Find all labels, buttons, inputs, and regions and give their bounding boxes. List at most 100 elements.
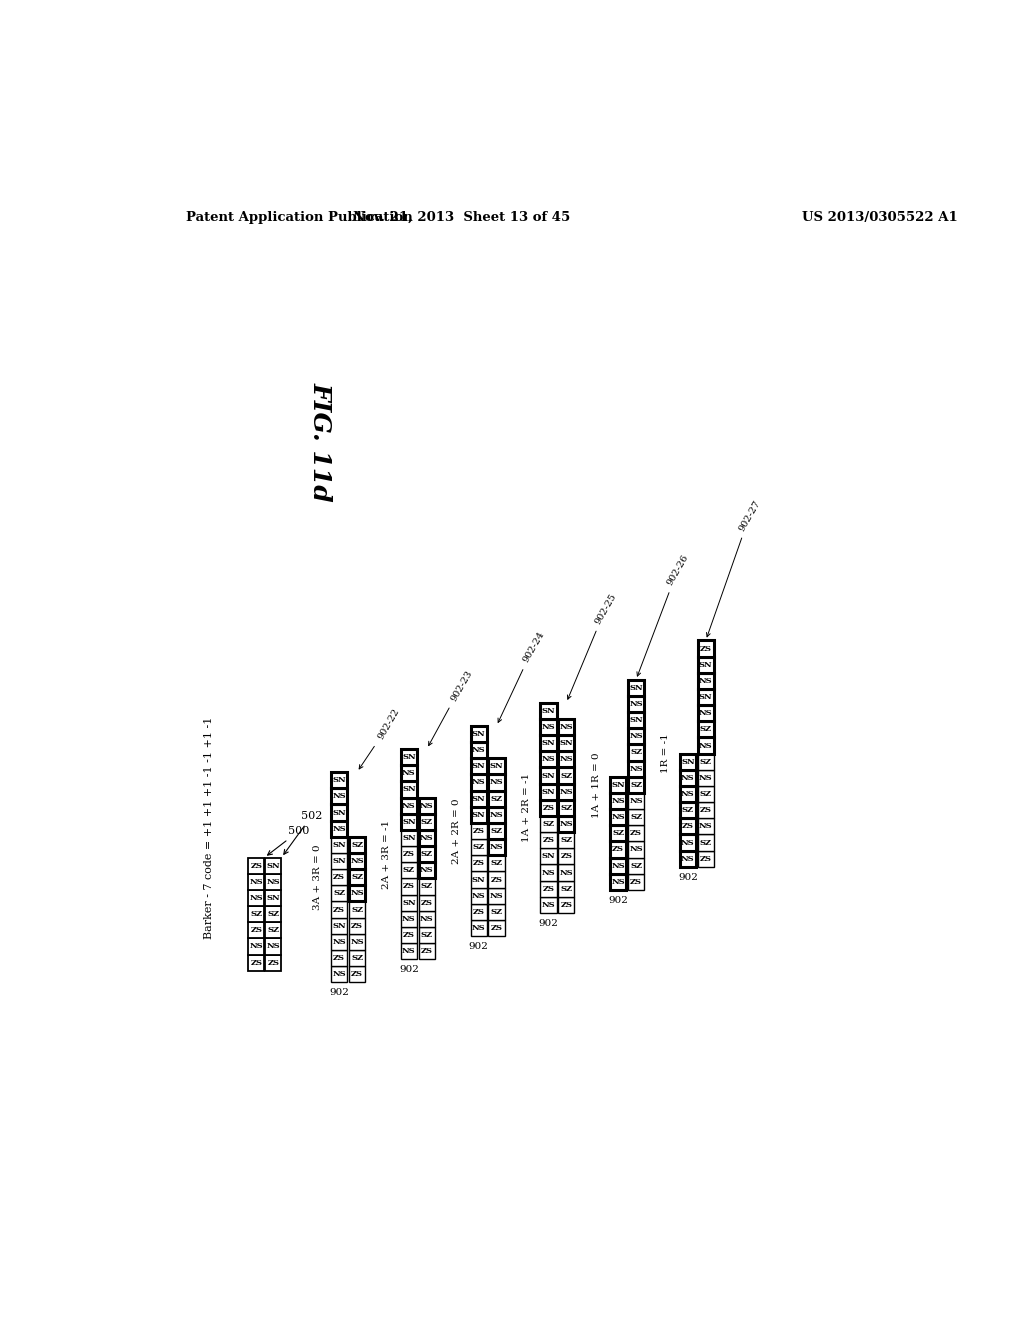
Bar [419,927,435,942]
Bar [541,849,557,865]
Text: FIG. 11d: FIG. 11d [308,381,332,502]
Bar [488,920,505,936]
Bar [558,896,574,913]
Bar [488,807,505,822]
Bar [331,869,347,886]
Text: SZ: SZ [267,911,280,919]
Bar [541,751,557,767]
Text: NS: NS [611,813,625,821]
Text: 2A + 2R = 0: 2A + 2R = 0 [453,799,461,863]
Bar [697,803,714,818]
Text: SN: SN [472,795,485,803]
Bar [488,904,505,920]
Bar [331,837,347,853]
Text: NS: NS [333,825,346,833]
Text: NS: NS [333,792,346,800]
Text: NS: NS [402,801,416,809]
Text: SN: SN [489,763,504,771]
Text: SZ: SZ [560,804,572,812]
Bar [265,890,282,906]
Bar [419,942,435,960]
Text: 902: 902 [608,896,628,906]
Text: NS: NS [629,846,643,854]
Text: 500: 500 [267,826,309,855]
Text: ZS: ZS [612,846,625,854]
Bar [349,869,366,886]
Bar [248,954,264,970]
Bar [680,818,696,834]
Bar [248,858,264,874]
Bar [628,776,644,793]
Bar [488,871,505,887]
Text: ZS: ZS [333,874,345,882]
Bar [558,800,574,816]
Text: NS: NS [402,948,416,956]
Text: NS: NS [699,742,713,750]
Text: 902-25: 902-25 [567,591,617,700]
Text: NS: NS [420,834,433,842]
Text: 902-26: 902-26 [637,553,690,676]
Bar [471,840,486,855]
Bar [558,751,574,767]
Text: NS: NS [681,791,694,799]
Text: NS: NS [559,723,573,731]
Bar [265,874,282,890]
Bar [248,906,264,923]
Text: SN: SN [559,739,573,747]
Bar [471,822,486,840]
Text: NS: NS [629,797,643,805]
Text: NS: NS [629,733,643,741]
Bar [400,813,417,830]
Text: SZ: SZ [490,859,503,867]
Bar [419,895,435,911]
Text: SZ: SZ [699,838,712,846]
Bar [331,950,347,966]
Bar [248,890,264,906]
Text: SZ: SZ [490,828,503,836]
Bar [400,797,417,813]
Bar [400,748,417,766]
Text: SN: SN [699,693,713,701]
Text: ZS: ZS [490,875,503,883]
Text: SN: SN [402,754,416,762]
Text: SZ: SZ [560,772,572,780]
Text: NS: NS [681,774,694,781]
Text: NS: NS [542,755,555,763]
Text: NS: NS [611,862,625,870]
Bar [471,758,486,775]
Text: NS: NS [472,746,485,754]
Text: ZS: ZS [699,807,712,814]
Text: 902: 902 [678,873,698,882]
Text: ZS: ZS [682,822,694,830]
Bar [558,816,574,832]
Bar [558,849,574,865]
Text: 1A + 2R = -1: 1A + 2R = -1 [522,774,530,842]
Bar [610,776,627,793]
Bar [628,696,644,711]
Text: NS: NS [266,878,281,886]
Bar [680,803,696,818]
Text: 1R = -1: 1R = -1 [662,734,671,774]
Text: NS: NS [489,892,504,900]
Text: NS: NS [559,788,573,796]
Bar [488,822,505,840]
Text: ZS: ZS [250,927,262,935]
Text: ZS: ZS [250,862,262,870]
Text: SZ: SZ [699,726,712,734]
Bar [680,834,696,850]
Text: SN: SN [402,899,416,907]
Text: NS: NS [350,890,364,898]
Text: NS: NS [420,915,433,923]
Bar [471,920,486,936]
Text: ZS: ZS [421,948,433,956]
Bar [628,711,644,729]
Text: NS: NS [611,878,625,886]
Bar [541,702,557,719]
Text: ZS: ZS [543,837,554,845]
Bar [628,809,644,825]
Bar [697,818,714,834]
Text: SZ: SZ [402,866,415,874]
Text: SZ: SZ [699,758,712,766]
Text: SZ: SZ [630,748,642,756]
Bar [400,895,417,911]
